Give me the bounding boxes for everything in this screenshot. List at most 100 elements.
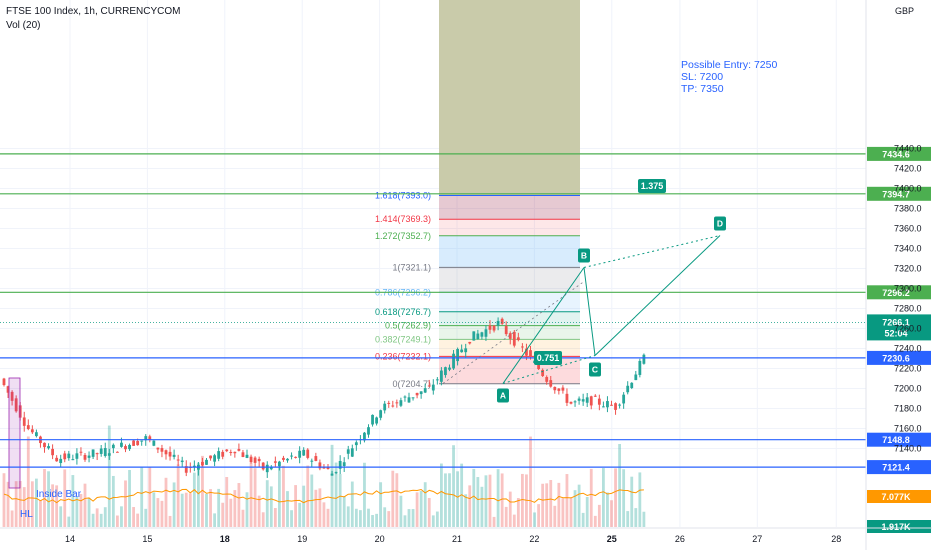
volume-bar	[14, 481, 18, 527]
candle-body	[565, 393, 569, 403]
volume-bar	[286, 491, 289, 527]
last-price-value: 7266.1	[882, 317, 910, 327]
volume-bar	[55, 485, 59, 527]
fib-level-label: 0(7204.7)	[392, 379, 431, 389]
volume-bar	[533, 512, 536, 527]
y-tick-label: 7440.0	[894, 144, 922, 154]
candle-body	[111, 444, 115, 449]
fib-level-label: 1.272(7352.7)	[375, 231, 431, 241]
candle-body	[2, 378, 6, 386]
volume-bar	[217, 488, 221, 527]
candle-body	[241, 452, 245, 457]
candle-body	[500, 318, 504, 324]
volume-bar	[484, 475, 488, 527]
volume-bar	[516, 498, 520, 527]
volume-bar	[614, 468, 617, 527]
candle-body	[290, 455, 293, 457]
volume-bar	[545, 483, 549, 527]
candle-body	[79, 451, 83, 453]
volume-bar	[573, 490, 577, 527]
level-price-label: 7296.2	[882, 288, 910, 298]
candle-body	[492, 325, 496, 331]
candle-body	[201, 461, 204, 466]
ratio-badge	[534, 351, 562, 365]
volume-bar	[452, 445, 455, 527]
candle-body	[71, 459, 75, 461]
volume-bar	[464, 494, 468, 527]
point-badge	[589, 362, 601, 377]
volume-bar	[383, 507, 387, 527]
volume-bar	[294, 485, 297, 527]
candle-body	[22, 417, 26, 426]
volume-bar	[132, 507, 135, 527]
candle-body	[581, 399, 585, 402]
candle-body	[464, 348, 468, 353]
candle-body	[168, 451, 172, 457]
volume-bar	[172, 482, 176, 527]
candle-body	[638, 360, 642, 375]
candle-body	[213, 455, 216, 462]
volume-bar	[371, 515, 374, 527]
volume-bar	[577, 484, 581, 527]
volume-bar	[184, 492, 188, 527]
x-tick-label: 19	[297, 534, 307, 544]
volume-bar	[91, 513, 95, 527]
stop-loss-text: SL: 7200	[681, 71, 724, 83]
fib-zone	[439, 219, 580, 236]
ratio-line-bd	[583, 235, 721, 268]
volume-bar	[213, 513, 216, 527]
volume-bar	[435, 511, 439, 527]
y-tick-label: 7360.0	[894, 224, 922, 234]
candle-body	[606, 401, 609, 408]
point-badge	[497, 388, 509, 403]
candle-body	[537, 363, 540, 370]
x-tick-label: 15	[142, 534, 152, 544]
candle-body	[545, 377, 549, 382]
candle-body	[589, 396, 593, 406]
level-price-label: 7230.6	[882, 353, 910, 363]
volume-bar	[472, 468, 476, 527]
candle-body	[435, 379, 439, 381]
volume-bar	[622, 469, 626, 527]
volume-bar	[95, 508, 99, 527]
volume-indicator-label[interactable]: Vol (20)	[6, 20, 41, 31]
volume-bar	[176, 464, 180, 527]
volume-bars	[2, 425, 646, 527]
candle-body	[6, 386, 10, 393]
candle-body	[597, 398, 601, 405]
volume-bar	[99, 513, 103, 527]
horizontal-levels: 7434.6 7394.7 7296.2 7230.6 7148.8 7121.4 7266…	[0, 146, 931, 533]
candle-body	[221, 451, 225, 457]
candle-body	[379, 410, 383, 418]
candle-body	[249, 456, 253, 463]
candle-body	[152, 440, 156, 446]
candle-body	[83, 454, 87, 460]
volume-bar	[83, 483, 87, 527]
candle-body	[614, 403, 617, 410]
volume-bar	[253, 468, 257, 527]
candle-body	[338, 460, 342, 469]
candle-body	[253, 457, 257, 463]
candle-body	[245, 454, 249, 458]
candle-body	[265, 464, 269, 473]
volume-bar	[565, 474, 569, 527]
volume-bar	[630, 476, 634, 527]
volume-bar	[120, 506, 123, 527]
leg-bc	[583, 267, 596, 356]
candle-body	[148, 436, 152, 441]
volume-bar	[642, 511, 646, 527]
volume-ma-line	[3, 488, 644, 504]
candle-body	[75, 453, 79, 459]
volume-bar	[626, 511, 630, 527]
candle-body	[399, 400, 403, 406]
candle-body	[184, 466, 188, 473]
candle-body	[395, 402, 399, 404]
volume-bar	[148, 466, 152, 527]
volume-bar	[363, 462, 366, 527]
candle-body	[496, 320, 500, 326]
candle-body	[107, 453, 111, 456]
volume-bar	[419, 491, 423, 527]
ratio-badge	[638, 179, 666, 193]
x-tick-label: 22	[529, 534, 539, 544]
